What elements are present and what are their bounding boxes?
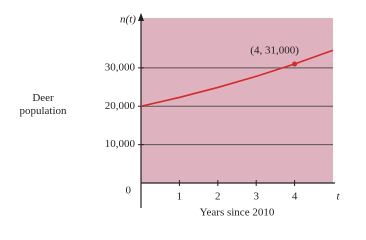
plot-background [141,18,333,183]
annotation: (4, 31,000) [250,45,299,57]
x-axis-label: t [336,191,340,203]
y-axis-title: Deer population [19,92,67,117]
x-axis-title: Years since 2010 [200,207,275,219]
x-tick-label: 4 [292,191,298,203]
y-tick-label: 0 [126,185,132,197]
x-tick-label: 1 [177,191,183,203]
page: {"chart_data": {"type": "line", "y_label… [19,13,341,219]
x-tick-label: 2 [215,191,221,203]
chart: n(t) t Years since 2010 0 10,000 20,000 30,… [105,13,340,219]
y-axis-arrow [138,13,144,21]
y-tick-label: 10,000 [105,138,136,150]
y-tick-label: 30,000 [105,61,136,73]
y-axis-label: n(t) [120,14,136,26]
y-tick-label: 20,000 [105,100,136,112]
x-tick-label: 3 [253,191,259,203]
highlight-point [292,61,298,67]
data-line [140,49,334,108]
